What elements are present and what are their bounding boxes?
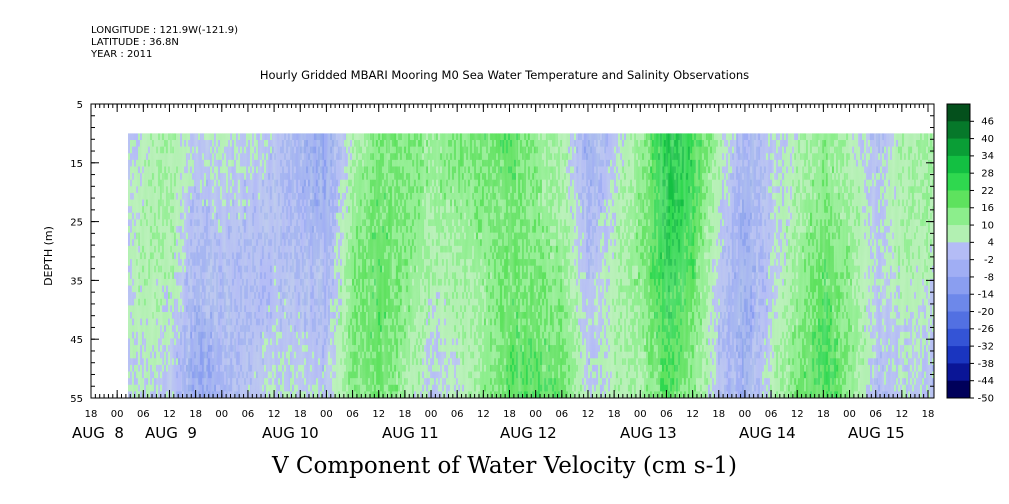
latitude-text: LATITUDE : 36.8N	[91, 37, 179, 48]
year-text: YEAR : 2011	[91, 49, 153, 60]
longitude-text: LONGITUDE : 121.9W(-121.9)	[91, 25, 238, 36]
heatmap-field	[128, 133, 935, 399]
chart-title: Hourly Gridded MBARI Mooring M0 Sea Wate…	[259, 68, 750, 82]
